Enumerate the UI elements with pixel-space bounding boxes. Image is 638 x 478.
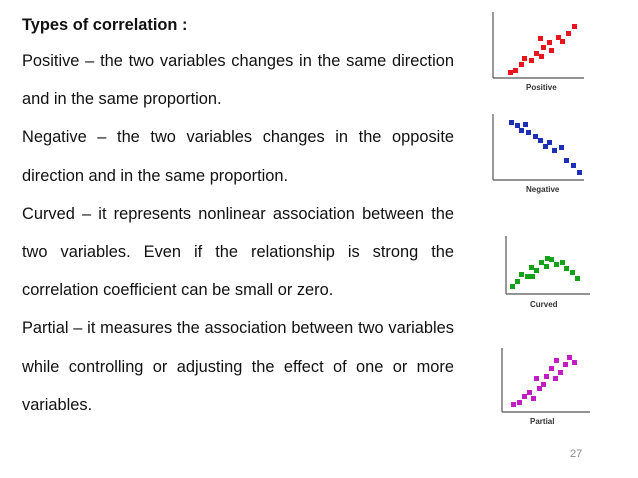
- point: [534, 376, 539, 381]
- point: [570, 270, 575, 275]
- point: [553, 376, 558, 381]
- plot-label: Curved: [530, 300, 558, 309]
- partial-points: [511, 355, 577, 407]
- point: [539, 260, 544, 265]
- point: [519, 62, 524, 67]
- paragraph-partial: Partial – it measures the association be…: [22, 319, 454, 414]
- point: [509, 120, 514, 125]
- point: [564, 266, 569, 271]
- point: [539, 54, 544, 59]
- point: [508, 70, 513, 75]
- point: [541, 45, 546, 50]
- point: [559, 145, 564, 150]
- point: [533, 134, 538, 139]
- paragraph-curved: Curved – it represents nonlinear associa…: [22, 204, 454, 300]
- point: [567, 355, 572, 360]
- plot-label: Partial: [530, 417, 554, 426]
- paragraph-positive: Positive – the two variables changes in …: [22, 52, 454, 109]
- point: [545, 256, 550, 261]
- point: [560, 260, 565, 265]
- point: [541, 382, 546, 387]
- point: [552, 148, 557, 153]
- point: [531, 396, 536, 401]
- point: [544, 264, 549, 269]
- point: [534, 268, 539, 273]
- point: [511, 402, 516, 407]
- positive-points: [508, 24, 577, 75]
- point: [563, 362, 568, 367]
- point: [517, 400, 522, 405]
- point: [549, 366, 554, 371]
- plot-label: Positive: [526, 83, 557, 92]
- point: [519, 272, 524, 277]
- point: [530, 274, 535, 279]
- positive-scatter-plot: Positive: [492, 12, 584, 92]
- point: [513, 68, 518, 73]
- point: [571, 163, 576, 168]
- point: [525, 274, 530, 279]
- point: [515, 123, 520, 128]
- point: [510, 284, 515, 289]
- point: [526, 130, 531, 135]
- slide-body: Types of correlation : Positive – the tw…: [22, 8, 454, 424]
- slide-heading: Types of correlation :: [22, 16, 188, 34]
- point: [515, 279, 520, 284]
- curved-points: [510, 256, 580, 289]
- point: [523, 122, 528, 127]
- point: [577, 170, 582, 175]
- point: [529, 265, 534, 270]
- partial-scatter-plot: Partial: [501, 348, 590, 426]
- point: [554, 358, 559, 363]
- point: [527, 390, 532, 395]
- point: [529, 58, 534, 63]
- point: [575, 276, 580, 281]
- point: [522, 394, 527, 399]
- point: [560, 39, 565, 44]
- point: [556, 35, 561, 40]
- point: [549, 257, 554, 262]
- point: [572, 360, 577, 365]
- curved-scatter-plot: Curved: [505, 236, 590, 309]
- point: [566, 31, 571, 36]
- point: [554, 262, 559, 267]
- point: [558, 370, 563, 375]
- point: [537, 386, 542, 391]
- point: [538, 138, 543, 143]
- point: [543, 144, 548, 149]
- negative-points: [509, 120, 582, 175]
- point: [572, 24, 577, 29]
- point: [544, 374, 549, 379]
- point: [549, 48, 554, 53]
- negative-scatter-plot: Negative: [492, 114, 584, 194]
- point: [547, 140, 552, 145]
- point: [538, 36, 543, 41]
- point: [547, 40, 552, 45]
- point: [522, 56, 527, 61]
- point: [534, 51, 539, 56]
- plot-label: Negative: [526, 185, 560, 194]
- point: [519, 128, 524, 133]
- paragraph-negative: Negative – the two variables changes in …: [22, 128, 454, 185]
- page-number: 27: [570, 448, 583, 460]
- point: [564, 158, 569, 163]
